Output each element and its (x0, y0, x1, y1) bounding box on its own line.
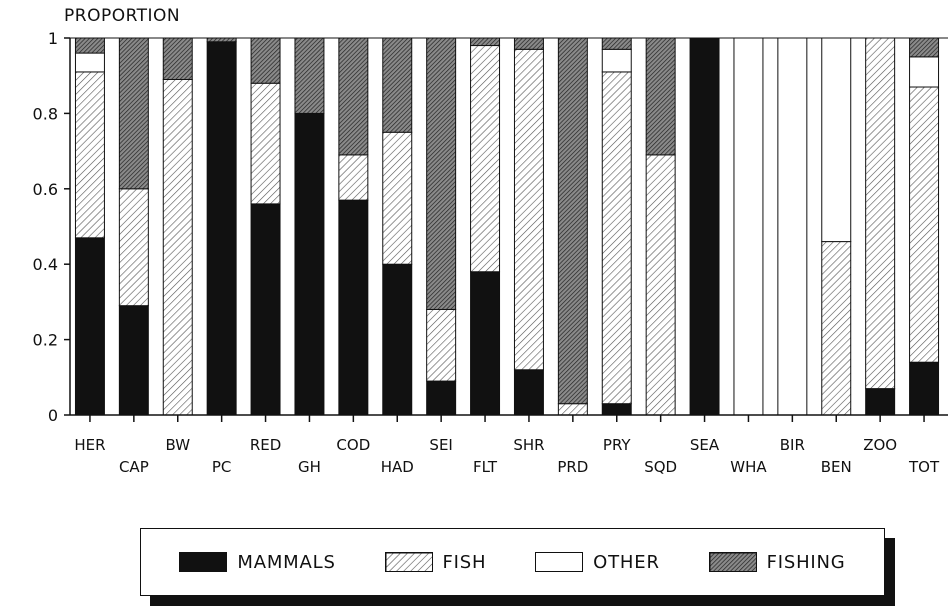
bar-segment-mammals-zoo (865, 388, 896, 416)
legend-item-mammals: MAMMALS (179, 552, 335, 573)
x-tick-label: BW (165, 436, 190, 454)
y-tick-label: 0.8 (33, 104, 58, 123)
x-tick-label: BIR (780, 436, 805, 454)
x-tick-label: FLT (473, 458, 498, 476)
bar-segment-mammals-red (250, 203, 281, 416)
bar-segment-fish-her (74, 71, 105, 239)
legend-label-mammals: MAMMALS (237, 551, 336, 573)
bar-segment-other-bir (777, 37, 808, 416)
bar-segment-other-pry (601, 48, 632, 73)
fish-swatch (384, 552, 433, 572)
bar-segment-other-tot (909, 56, 940, 88)
x-tick-label: TOT (908, 458, 940, 476)
bar-segment-fishing-cap (118, 37, 149, 190)
x-tick-label: SEI (429, 436, 452, 454)
bar-segment-mammals-sei (426, 380, 457, 416)
fishing-swatch (708, 552, 757, 572)
bar-segment-fishing-her (74, 37, 105, 54)
stacked-bar-chart: 0 0.2 0.4 0.6 0.8 1 HER CAP BW PC RED GH COD HAD SEI FL… (33, 29, 948, 476)
bar-segment-fish-cap (118, 188, 149, 307)
x-tick-label: PRD (557, 458, 588, 476)
other-swatch (535, 552, 584, 572)
bar-segment-fishing-pry (601, 37, 632, 50)
bar-segment-mammals-flt (470, 271, 501, 416)
bar-segment-mammals-pry (601, 403, 632, 416)
legend-item-fishing: FISHING (708, 551, 846, 573)
x-tick-label: PRY (603, 436, 632, 454)
bar-segment-fish-ben (821, 241, 852, 416)
x-tick-label: RED (250, 436, 281, 454)
bar-segment-fish-sei (426, 308, 457, 382)
bar-segment-mammals-cod (338, 199, 369, 416)
bar-segment-fish-sqd (645, 154, 676, 416)
x-tick-label: HAD (381, 458, 414, 476)
bar-segment-mammals-had (382, 263, 413, 416)
x-tick-label: ZOO (863, 436, 897, 454)
x-tick-label: SHR (513, 436, 544, 454)
bar-segment-other-ben (821, 37, 852, 243)
bar-segment-fishing-red (250, 37, 281, 84)
bar-segment-mammals-her (74, 237, 105, 416)
legend-label-fishing: FISHING (766, 551, 846, 573)
legend-item-other: OTHER (535, 552, 660, 573)
bar-segment-fish-tot (909, 86, 940, 363)
bar-segment-mammals-pc (206, 41, 237, 416)
y-tick-label: 0.6 (33, 180, 58, 199)
bar-segment-other-her (74, 52, 105, 73)
bar-segment-fish-zoo (865, 37, 896, 390)
y-tick-label: 1 (48, 29, 58, 48)
x-tick-label: GH (298, 458, 321, 476)
bar-segment-fishing-prd (557, 37, 588, 405)
x-tick-label: SEA (690, 436, 720, 454)
bar-segment-mammals-gh (294, 112, 325, 416)
y-tick-label: 0.2 (33, 331, 58, 350)
bar-segment-fishing-sqd (645, 37, 676, 156)
x-tick-label: BEN (821, 458, 852, 476)
bar-segment-fishing-flt (470, 37, 501, 47)
bar-segment-fishing-had (382, 37, 413, 133)
x-tick-label: WHA (730, 458, 767, 476)
bar-segment-fish-red (250, 82, 281, 205)
legend-label-fish: FISH (442, 551, 487, 573)
bar-segment-fishing-cod (338, 37, 369, 156)
bar-segment-fish-pry (601, 71, 632, 405)
mammals-swatch (179, 552, 228, 572)
x-tick-label: COD (336, 436, 370, 454)
x-tick-label: HER (74, 436, 105, 454)
bar-segment-fishing-bw (162, 37, 193, 80)
legend-item-fish: FISH (384, 551, 487, 573)
bar-segment-fish-prd (557, 403, 588, 416)
y-tick-label: 0.4 (33, 255, 58, 274)
bar-segment-fish-flt (470, 45, 501, 273)
bar-segment-fish-shr (513, 48, 544, 371)
bar-segment-fishing-sei (426, 37, 457, 310)
bar-segment-fish-bw (162, 78, 193, 416)
legend: MAMMALS FISH OTHER FISHING (140, 528, 885, 596)
bar-segment-mammals-sea (689, 37, 720, 416)
bar-segment-fishing-pc (206, 37, 237, 43)
bar-segment-fish-had (382, 131, 413, 265)
legend-label-other: OTHER (593, 551, 660, 573)
x-tick-label: PC (212, 458, 232, 476)
x-tick-label: CAP (119, 458, 149, 476)
bar-segment-fish-cod (338, 154, 369, 201)
bar-segment-mammals-cap (118, 305, 149, 416)
y-tick-label: 0 (48, 406, 58, 425)
bar-segment-fishing-shr (513, 37, 544, 50)
bar-segment-other-wha (733, 37, 764, 416)
bar-segment-mammals-tot (909, 361, 940, 416)
y-axis-title: PROPORTION (64, 6, 181, 26)
bar-segment-mammals-shr (513, 369, 544, 416)
x-tick-label: SQD (644, 458, 677, 476)
bar-segment-fishing-gh (294, 37, 325, 114)
bar-segment-fishing-tot (909, 37, 940, 58)
